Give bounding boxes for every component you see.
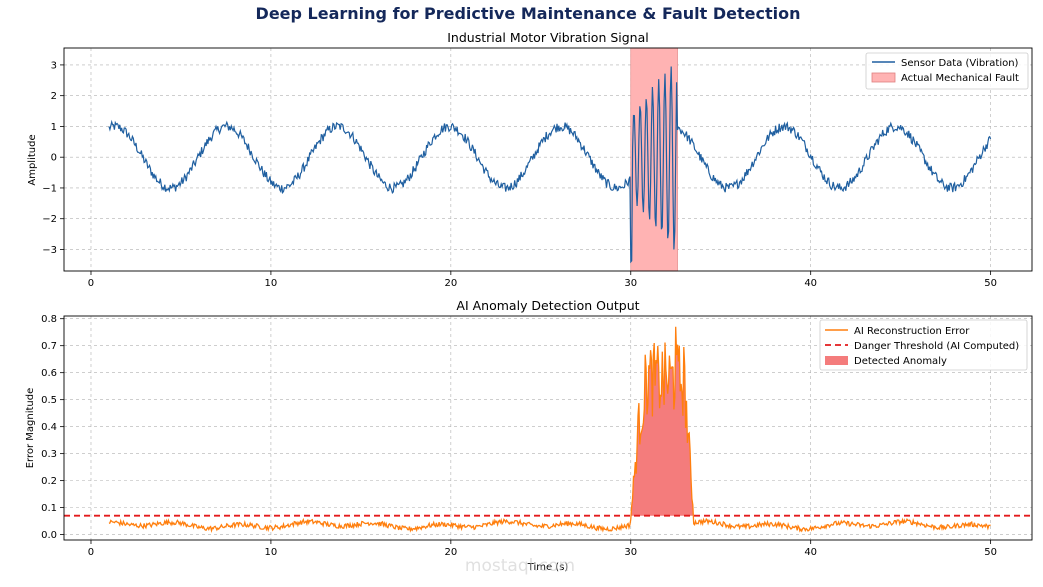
reconstruction-error-line [108,326,991,534]
legend-threshold-label: Danger Threshold (AI Computed) [854,341,1019,352]
legend-anomaly-label: Detected Anomaly [854,356,947,367]
anomaly-ytick-label: 0.5 [41,395,57,406]
vibration-ytick-label: 2 [51,91,57,102]
anomaly-ylabel: Error Magnitude [25,388,36,469]
anomaly-ytick-label: 0.3 [41,449,57,460]
vibration-ticks: 0 10 20 30 40 50 −3 −2 −1 0 1 2 3 [42,60,997,289]
figure-title: Deep Learning for Predictive Maintenance… [256,4,801,23]
vibration-signal-line [108,66,992,264]
anomaly-ytick-label: 0.1 [41,503,57,514]
vibration-xtick-label: 40 [804,278,817,289]
vibration-ytick-label: 0 [51,153,57,164]
vibration-ytick-label: 3 [51,60,57,71]
anomaly-ytick-label: 0.0 [41,530,57,541]
detected-anomaly-fill [630,326,694,516]
anomaly-ytick-label: 0.2 [41,476,57,487]
anomaly-xtick-label: 40 [804,547,817,558]
legend-fault-swatch [871,72,896,83]
vibration-xtick-label: 20 [444,278,457,289]
anomaly-xtick-label: 50 [984,547,997,558]
anomaly-axes-frame [63,315,1033,541]
anomaly-ytick-label: 0.7 [41,341,57,352]
vibration-xtick-label: 0 [88,278,94,289]
vibration-xtick-label: 50 [984,278,997,289]
legend-error-label: AI Reconstruction Error [854,326,970,337]
anomaly-chart-title: AI Anomaly Detection Output [456,298,639,313]
anomaly-xtick-label: 10 [265,547,278,558]
vibration-ytick-label: −1 [42,183,57,194]
anomaly-xtick-label: 20 [444,547,457,558]
legend-anomaly-swatch [825,356,848,365]
legend-fault-label: Actual Mechanical Fault [901,73,1019,84]
anomaly-ticks: 0 10 20 30 40 50 0.0 0.1 0.2 0.3 0.4 0.5 0.6 0.7 0.8 [41,314,997,558]
anomaly-ytick-label: 0.6 [41,368,57,379]
vibration-ytick-label: −2 [42,214,57,225]
vibration-legend: Sensor Data (Vibration) Actual Mechanica… [865,52,1029,90]
anomaly-xtick-label: 0 [88,547,94,558]
anomaly-xtick-label: 30 [624,547,637,558]
vibration-axes-frame [63,47,1033,272]
watermark: mostaql.com [465,556,575,576]
anomaly-xlabel: Time (s) [527,562,569,573]
vibration-ytick-label: −3 [42,245,57,256]
vibration-xtick-label: 30 [624,278,637,289]
legend-sensor-label: Sensor Data (Vibration) [901,58,1019,69]
vibration-xtick-label: 10 [265,278,278,289]
vibration-ylabel: Amplitude [27,134,38,185]
anomaly-panel: AI Anomaly Detection Output 0 10 20 30 40 500… [25,298,1033,573]
vibration-chart-title: Industrial Motor Vibration Signal [447,30,649,45]
anomaly-legend: AI Reconstruction Error Danger Threshold… [819,319,1028,371]
vibration-panel: Industrial Motor Vibration Signal 0 10 20 3… [27,30,1033,289]
vibration-ytick-label: 1 [51,122,57,133]
anomaly-ytick-label: 0.8 [41,314,57,325]
anomaly-ytick-label: 0.4 [41,422,57,433]
